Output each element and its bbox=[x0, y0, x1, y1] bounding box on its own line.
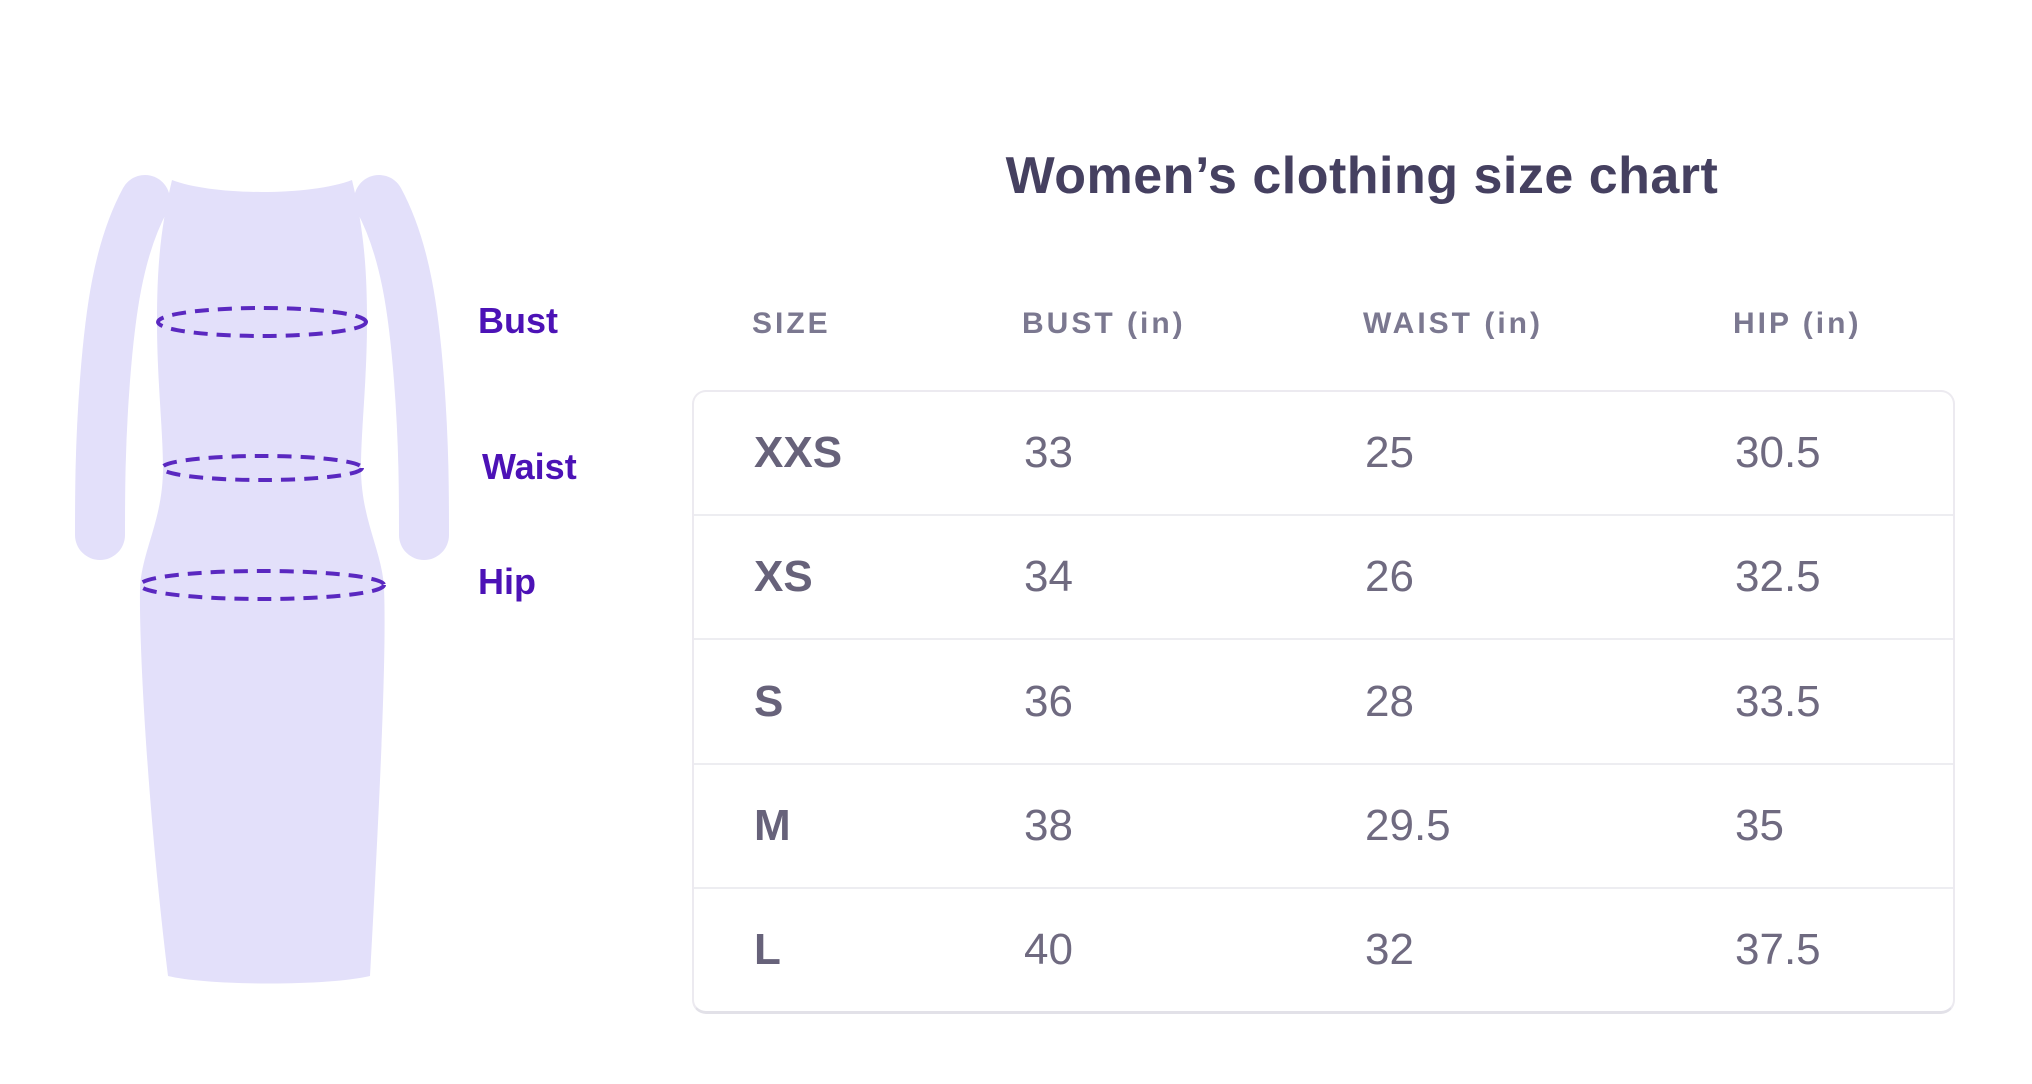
table-row: L 40 32 37.5 bbox=[694, 886, 1953, 1011]
cell-size: XXS bbox=[754, 428, 843, 478]
table-header-row: SIZE BUST (in) WAIST (in) HIP (in) bbox=[692, 302, 1955, 346]
cell-size: M bbox=[754, 800, 791, 850]
cell-size: L bbox=[754, 924, 781, 974]
cell-hip: 32.5 bbox=[1735, 552, 1821, 602]
cell-bust: 36 bbox=[1024, 676, 1073, 726]
table-row: XS 34 26 32.5 bbox=[694, 514, 1953, 638]
cell-hip: 35 bbox=[1735, 800, 1784, 850]
column-header-waist: WAIST (in) bbox=[1363, 307, 1543, 340]
cell-waist: 28 bbox=[1365, 676, 1414, 726]
bust-measure-line-icon bbox=[156, 306, 368, 338]
size-table: XXS 33 25 30.5 XS 34 26 32.5 S 36 28 33.5 M 38 29.5 35 L… bbox=[692, 390, 1955, 1014]
bust-label: Bust bbox=[478, 300, 558, 341]
dress-right-sleeve-shape bbox=[354, 175, 449, 560]
cell-waist: 25 bbox=[1365, 428, 1414, 478]
hip-label: Hip bbox=[478, 561, 536, 602]
dress-left-sleeve-shape bbox=[75, 175, 170, 560]
cell-bust: 38 bbox=[1024, 800, 1073, 850]
table-row: M 38 29.5 35 bbox=[694, 762, 1953, 887]
cell-size: S bbox=[754, 676, 784, 726]
cell-bust: 34 bbox=[1024, 552, 1073, 602]
dress-body-shape bbox=[139, 180, 385, 984]
dress-illustration bbox=[60, 130, 480, 1010]
hip-measure-line-icon bbox=[138, 569, 386, 601]
cell-hip: 37.5 bbox=[1735, 924, 1821, 974]
column-header-bust: BUST (in) bbox=[1022, 307, 1186, 340]
cell-bust: 40 bbox=[1024, 924, 1073, 974]
dress-silhouette-icon bbox=[75, 175, 449, 984]
waist-measure-line-icon bbox=[160, 454, 364, 482]
cell-waist: 26 bbox=[1365, 552, 1414, 602]
column-header-hip: HIP (in) bbox=[1733, 307, 1862, 340]
table-row: XXS 33 25 30.5 bbox=[694, 392, 1953, 514]
cell-hip: 30.5 bbox=[1735, 428, 1821, 478]
table-row: S 36 28 33.5 bbox=[694, 638, 1953, 762]
cell-bust: 33 bbox=[1024, 428, 1073, 478]
waist-label: Waist bbox=[482, 446, 577, 487]
column-header-size: SIZE bbox=[752, 307, 831, 340]
page-title: Women’s clothing size chart bbox=[1005, 147, 1719, 205]
cell-hip: 33.5 bbox=[1735, 676, 1821, 726]
cell-size: XS bbox=[754, 552, 813, 602]
cell-waist: 32 bbox=[1365, 924, 1414, 974]
cell-waist: 29.5 bbox=[1365, 800, 1451, 850]
